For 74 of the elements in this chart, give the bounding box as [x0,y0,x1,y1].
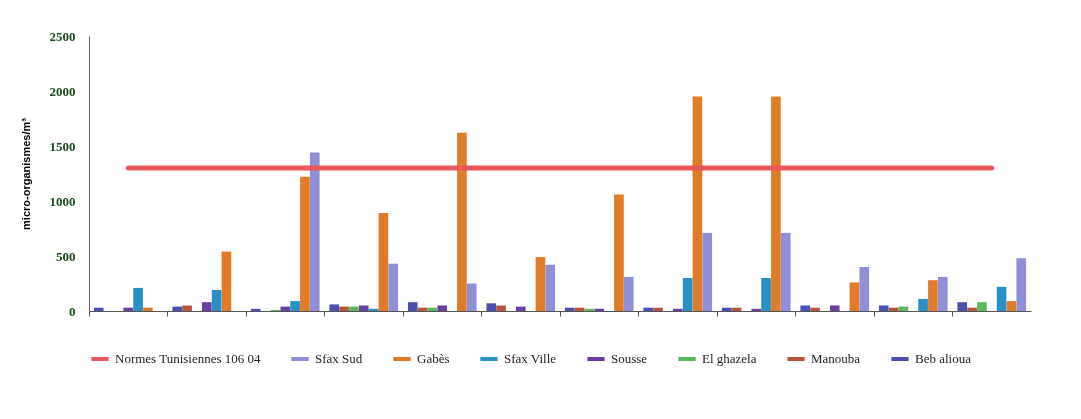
bar [201,302,212,311]
bar [133,287,143,311]
legend-label: Beb alioua [915,351,972,366]
bar [535,257,546,311]
bar [486,303,497,311]
bar [623,276,634,311]
bar [221,251,232,311]
y-tick-label: 500 [56,248,76,264]
bar [829,305,840,311]
bar [780,232,791,311]
bar [1016,258,1027,311]
bar [721,307,732,311]
legend-label: Manouba [811,351,861,366]
bar [211,290,222,311]
bar [771,96,781,311]
bar [761,278,771,311]
bar [388,263,399,311]
bar [182,305,192,311]
bar [250,308,261,311]
legend-label: Normes Tunisiennes 106 04 [115,351,262,366]
bar [329,304,340,311]
bar [653,307,663,311]
bar [358,305,369,311]
bar [1006,301,1017,311]
y-tick-label: 0 [69,303,76,319]
legend-label: Sfax Ville [504,351,557,366]
bar [457,132,467,311]
bar [466,283,477,311]
bar [859,267,870,311]
bar [937,276,948,311]
y-tick-label: 1000 [49,193,76,209]
bar [967,307,977,311]
bar [643,307,654,311]
bar [928,280,938,311]
bar [309,152,320,311]
bar [496,305,506,311]
bar [564,307,575,311]
bar [957,302,968,311]
y-tick-label: 2000 [49,83,76,99]
bar [378,213,389,311]
bar [751,308,762,311]
bar [339,306,349,311]
bar [996,286,1007,311]
bar [702,232,713,311]
y-tick-label: 1500 [49,138,76,154]
bar [172,306,183,311]
bar [545,264,556,311]
legend-label: Gabès [417,351,450,366]
bar [515,306,526,311]
bar [280,306,291,311]
bar [123,307,134,311]
bar [290,301,300,311]
bar [300,176,310,311]
y-tick-label: 2500 [49,28,76,44]
bar [143,307,153,311]
bar [918,298,928,311]
bar [349,306,359,311]
legend-label: Sfax Sud [315,351,363,366]
legend-label: Sousse [611,351,648,366]
bar [800,305,811,311]
bar [977,302,987,311]
bar [672,308,683,311]
bar [849,282,860,311]
bar [878,305,889,311]
bar [594,308,605,311]
legend-label: El ghazela [702,351,757,366]
bar [682,278,693,311]
bar [407,302,418,311]
bar [810,307,820,311]
bar [437,305,448,311]
bar [614,194,624,311]
bar [93,307,104,311]
y-axis-title: micro-organismes/m³ [19,117,32,230]
bar [692,96,703,311]
